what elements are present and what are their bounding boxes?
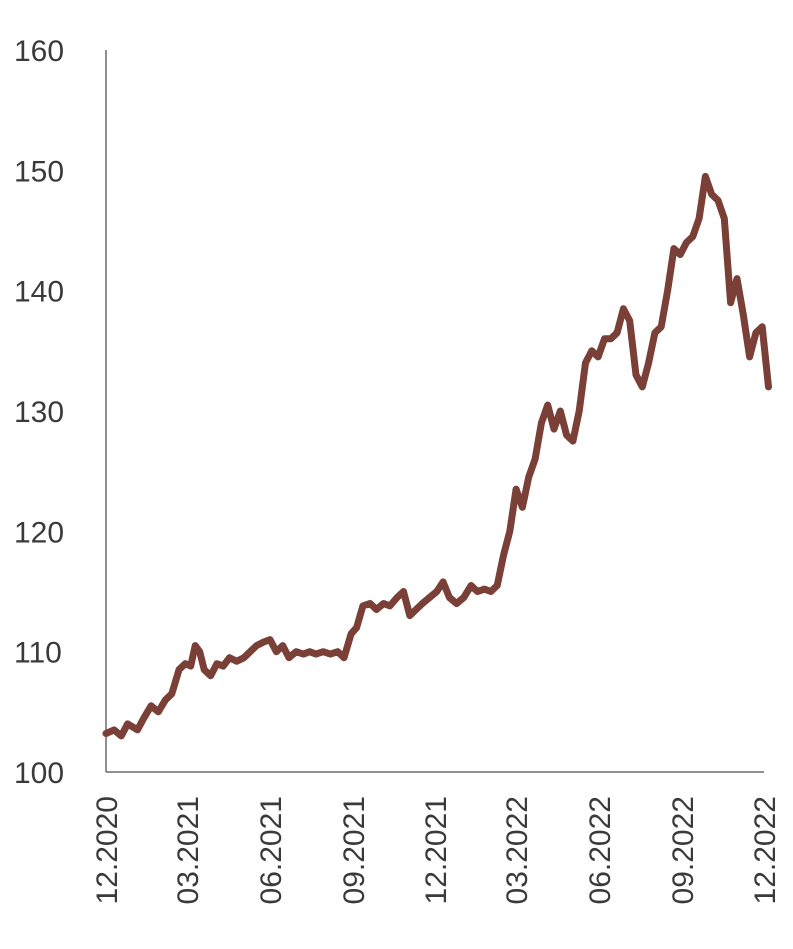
y-tick-label: 130	[14, 396, 64, 429]
x-tick-label: 06.2021	[255, 796, 288, 904]
y-tick-label: 100	[14, 757, 64, 790]
y-axis-ticks: 100 110 120 130 140 150 160	[14, 35, 64, 790]
x-axis-ticks: 12.2020 03.2021 06.2021 09.2021 12.2021 03.20…	[91, 796, 782, 904]
x-tick-label: 12.2020	[91, 796, 124, 904]
x-tick-label: 03.2022	[501, 796, 534, 904]
x-tick-label: 12.2021	[420, 796, 453, 904]
x-tick-label: 09.2021	[338, 796, 371, 904]
y-tick-label: 120	[14, 516, 64, 549]
x-tick-label: 12.2022	[749, 796, 782, 904]
y-tick-label: 160	[14, 35, 64, 68]
y-tick-label: 110	[14, 637, 62, 670]
x-tick-label: 06.2022	[584, 796, 617, 904]
y-tick-label: 140	[14, 276, 64, 309]
y-tick-label: 150	[14, 155, 64, 188]
x-tick-label: 09.2022	[667, 796, 700, 904]
series-line	[102, 172, 772, 740]
x-tick-label: 03.2021	[172, 796, 205, 904]
